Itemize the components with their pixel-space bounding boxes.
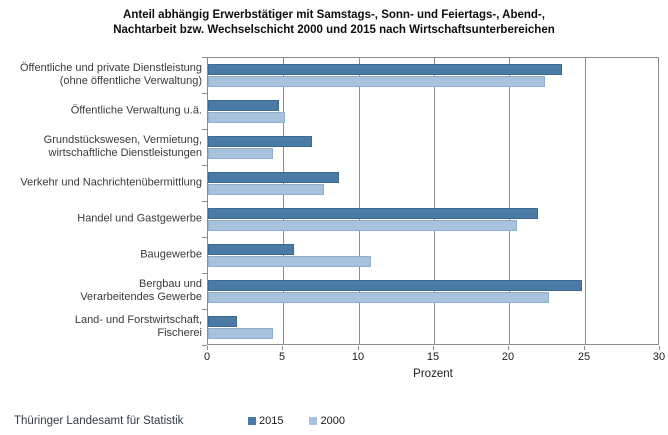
category-label: Land- und Forstwirtschaft, Fischerei: [74, 314, 202, 339]
x-axis-tick: [282, 346, 283, 350]
y-axis-tick: [202, 345, 207, 346]
category-label: Öffentliche und private Dienstleistung (…: [19, 62, 202, 87]
x-axis-tick-label: 20: [501, 351, 515, 363]
x-axis-tick-label: 10: [351, 351, 365, 363]
y-axis-tick: [202, 309, 207, 310]
gridline: [359, 58, 360, 344]
bar-2015-cat7: [208, 316, 237, 327]
x-axis-tick-label: 15: [426, 351, 440, 363]
bar-2000-cat4: [208, 220, 517, 231]
x-axis-tick-label: 25: [577, 351, 591, 363]
x-axis-tick: [433, 346, 434, 350]
y-axis-tick: [202, 237, 207, 238]
bar-2000-cat7: [208, 328, 273, 339]
chart-title-line1: Anteil abhängig Erwerbstätiger mit Samst…: [123, 9, 545, 21]
y-axis-tick: [202, 57, 207, 58]
footer: Thüringer Landesamt für Statistik: [14, 413, 654, 429]
chart-title: Anteil abhängig Erwerbstätiger mit Samst…: [0, 8, 668, 38]
x-axis-tick-label: 5: [278, 351, 286, 363]
y-axis-tick: [202, 273, 207, 274]
category-label: Handel und Gastgewerbe: [77, 212, 202, 225]
gridline: [283, 58, 284, 344]
gridline: [434, 58, 435, 344]
category-label: Bergbau und Verarbeitendes Gewerbe: [80, 278, 202, 303]
bar-2000-cat3: [208, 184, 324, 195]
legend-item-2000: 2000: [309, 415, 345, 427]
bar-2015-cat1: [208, 100, 279, 111]
source-text: Thüringer Landesamt für Statistik: [14, 415, 184, 427]
category-label: Verkehr und Nachrichtenübermittlung: [20, 176, 202, 189]
plot-area: [207, 57, 659, 345]
y-axis-tick: [202, 129, 207, 130]
bar-2000-cat6: [208, 292, 549, 303]
legend-item-2015: 2015: [248, 415, 283, 427]
x-axis-tick: [508, 346, 509, 350]
bar-2015-cat0: [208, 64, 562, 75]
legend-label: 2015: [259, 415, 284, 427]
gridline: [585, 58, 586, 344]
legend: 2015 2000: [248, 413, 345, 429]
category-label: Grundstückswesen, Vermietung, wirtschaft…: [43, 134, 202, 159]
gridline: [509, 58, 510, 344]
legend-label: 2000: [320, 415, 345, 427]
x-axis-tick: [659, 346, 660, 350]
x-axis-tick-label: 0: [203, 351, 211, 363]
bar-2000-cat1: [208, 112, 285, 123]
bar-2015-cat5: [208, 244, 294, 255]
x-axis-tick-label: 30: [652, 351, 666, 363]
y-axis-tick: [202, 201, 207, 202]
chart-title-line2: Nachtarbeit bzw. Wechselschicht 2000 und…: [113, 24, 555, 36]
x-axis-tick: [358, 346, 359, 350]
category-label: Öffentliche Verwaltung u.ä.: [70, 104, 202, 117]
x-axis-tick: [584, 346, 585, 350]
bar-2000-cat5: [208, 256, 371, 267]
bar-2015-cat6: [208, 280, 582, 291]
y-axis-tick: [202, 165, 207, 166]
y-axis-tick: [202, 93, 207, 94]
legend-swatch-icon: [248, 417, 256, 425]
bar-2000-cat0: [208, 76, 545, 87]
x-axis-title: Prozent: [413, 368, 453, 380]
bar-2015-cat2: [208, 136, 312, 147]
x-axis-tick: [207, 346, 208, 350]
bar-2015-cat3: [208, 172, 339, 183]
legend-swatch-icon: [309, 417, 318, 425]
bar-2015-cat4: [208, 208, 538, 219]
category-label: Baugewerbe: [140, 248, 202, 261]
bar-2000-cat2: [208, 148, 273, 159]
